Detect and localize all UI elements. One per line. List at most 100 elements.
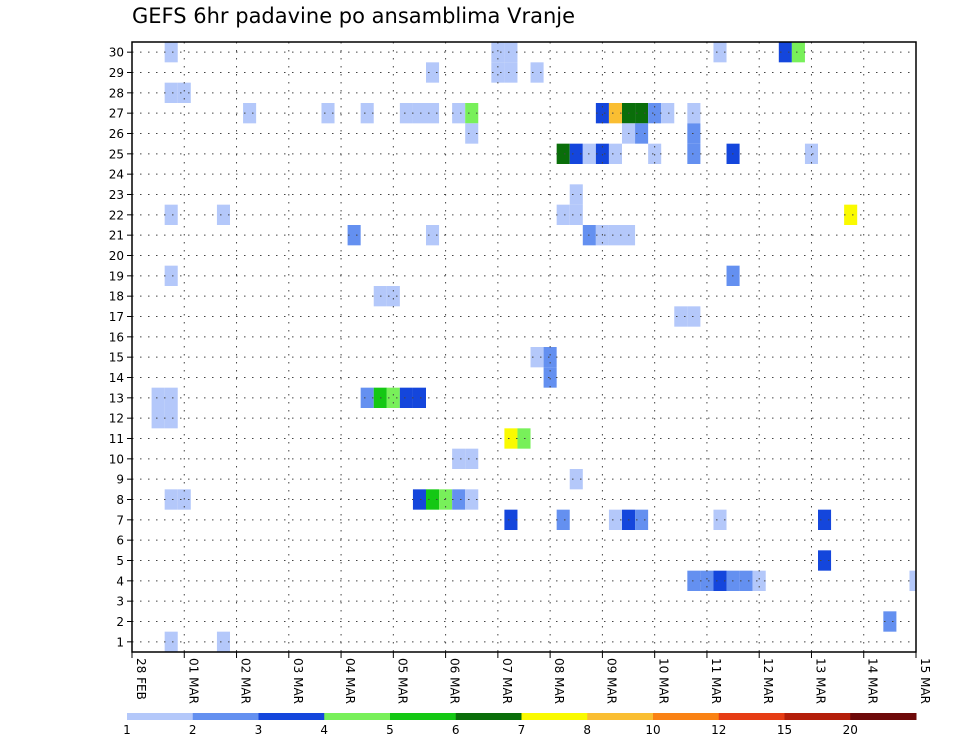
- x-tick-label: 10 MAR: [657, 658, 671, 704]
- cell-member-27-hour-108: [360, 103, 374, 124]
- colorbar-segment: [521, 713, 588, 720]
- cell-member-21-hour-102: [347, 225, 361, 246]
- x-tick-label: 06 MAR: [448, 658, 462, 704]
- colorbar-segment: [653, 713, 720, 720]
- y-tick-label: 12: [109, 412, 124, 426]
- y-tick-label: 25: [109, 147, 124, 161]
- y-tick-label: 9: [116, 473, 124, 487]
- colorbar-label: 3: [255, 723, 263, 737]
- y-tick-label: 16: [109, 330, 124, 344]
- cell-member-14-hour-192: [543, 367, 557, 388]
- cell-member-21-hour-138: [426, 225, 440, 246]
- cell-member-27-hour-240: [648, 103, 662, 124]
- cell-member-27-hour-222: [608, 103, 622, 124]
- colorbar-label: 7: [518, 723, 526, 737]
- cell-member-19-hour-18: [164, 265, 178, 286]
- cell-member-8-hour-150: [452, 489, 466, 510]
- y-tick-label: 4: [116, 574, 124, 588]
- cell-member-27-hour-234: [635, 103, 649, 124]
- y-tick-label: 6: [116, 534, 124, 548]
- colorbar-segment: [127, 713, 194, 720]
- cell-member-29-hour-174: [504, 62, 518, 83]
- colorbar-label: 12: [711, 723, 726, 737]
- y-tick-label: 11: [109, 432, 124, 446]
- cell-member-27-hour-216: [595, 103, 609, 124]
- y-tick-label: 26: [109, 127, 124, 141]
- y-tick-label: 15: [109, 351, 124, 365]
- cell-member-26-hour-156: [465, 123, 479, 144]
- cell-member-22-hour-330: [844, 204, 858, 225]
- x-tick-label: 03 MAR: [291, 658, 305, 704]
- cell-member-4-hour-258: [687, 570, 701, 591]
- cell-member-7-hour-270: [713, 509, 727, 530]
- cell-member-27-hour-138: [426, 103, 440, 124]
- cell-member-9-hour-204: [569, 469, 583, 490]
- cell-member-13-hour-18: [164, 387, 178, 408]
- cell-member-25-hour-222: [608, 143, 622, 164]
- cell-member-11-hour-174: [504, 428, 518, 449]
- y-tick-label: 13: [109, 391, 124, 405]
- cell-member-27-hour-246: [661, 103, 675, 124]
- colorbar-segment: [192, 713, 259, 720]
- colorbar-label: 2: [189, 723, 197, 737]
- x-tick-label: 05 MAR: [395, 658, 409, 704]
- cell-member-8-hour-138: [426, 489, 440, 510]
- colorbar-segment: [718, 713, 785, 720]
- y-tick-label: 21: [109, 229, 124, 243]
- cell-member-30-hour-300: [778, 42, 792, 63]
- cell-member-4-hour-360: [909, 570, 916, 591]
- y-tick-label: 7: [116, 513, 124, 527]
- cell-member-22-hour-204: [569, 204, 583, 225]
- cell-member-7-hour-318: [818, 509, 832, 530]
- colorbar-segment: [784, 713, 851, 720]
- cell-member-13-hour-126: [399, 387, 413, 408]
- x-tick-label: 04 MAR: [343, 658, 357, 704]
- y-tick-label: 19: [109, 269, 124, 283]
- y-tick-label: 30: [109, 46, 124, 60]
- y-tick-label: 14: [109, 371, 124, 385]
- cell-member-13-hour-120: [386, 387, 400, 408]
- y-ticks: 1234567891011121314151617181920212223242…: [109, 46, 132, 649]
- cell-member-25-hour-312: [804, 143, 818, 164]
- colorbar-segment: [258, 713, 325, 720]
- cell-member-30-hour-174: [504, 42, 518, 63]
- cell-member-23-hour-204: [569, 184, 583, 205]
- x-tick-label: 08 MAR: [552, 658, 566, 704]
- cell-member-7-hour-222: [608, 509, 622, 530]
- cell-member-25-hour-198: [556, 143, 570, 164]
- cell-member-29-hour-186: [530, 62, 544, 83]
- cell-member-27-hour-258: [687, 103, 701, 124]
- y-tick-label: 29: [109, 66, 124, 80]
- cell-member-4-hour-270: [713, 570, 727, 591]
- colorbar-label: 8: [583, 723, 591, 737]
- colorbar-segment: [390, 713, 457, 720]
- cell-member-13-hour-132: [412, 387, 426, 408]
- cell-member-8-hour-132: [412, 489, 426, 510]
- cell-member-5-hour-318: [818, 550, 832, 571]
- x-tick-label: 07 MAR: [500, 658, 514, 704]
- plot-frame: [131, 41, 917, 653]
- cell-member-22-hour-198: [556, 204, 570, 225]
- cell-member-7-hour-174: [504, 509, 518, 530]
- cell-member-10-hour-156: [465, 448, 479, 469]
- cell-member-30-hour-168: [491, 42, 505, 63]
- cell-member-1-hour-42: [216, 631, 230, 652]
- cell-member-4-hour-288: [752, 570, 766, 591]
- cell-member-30-hour-306: [791, 42, 805, 63]
- colorbar-label: 4: [320, 723, 328, 737]
- cell-member-12-hour-18: [164, 408, 178, 429]
- x-tick-label: 28 FEB: [134, 658, 148, 700]
- cell-member-27-hour-54: [243, 103, 257, 124]
- cells-layer: [151, 42, 916, 652]
- cell-member-27-hour-132: [412, 103, 426, 124]
- cell-member-30-hour-18: [164, 42, 178, 63]
- cell-member-28-hour-18: [164, 82, 178, 103]
- colorbar: 1 2 3 4 5 6 7 8 10 12 15 20: [123, 713, 917, 737]
- cell-member-15-hour-192: [543, 347, 557, 368]
- cell-member-10-hour-150: [452, 448, 466, 469]
- cell-member-1-hour-18: [164, 631, 178, 652]
- cell-member-29-hour-168: [491, 62, 505, 83]
- cell-member-25-hour-258: [687, 143, 701, 164]
- y-tick-label: 1: [116, 635, 124, 649]
